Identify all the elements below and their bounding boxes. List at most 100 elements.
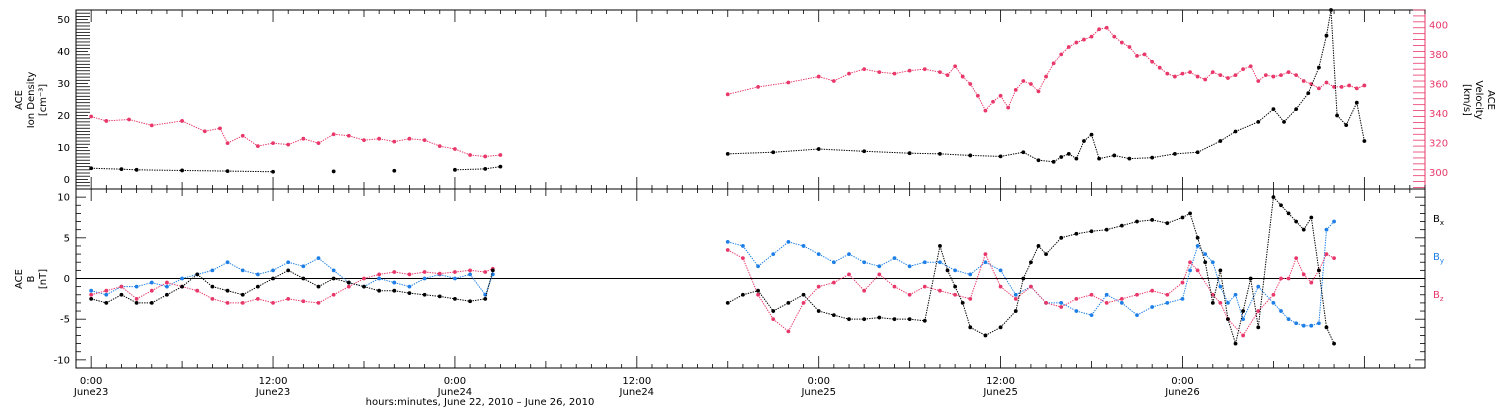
density-tick-label: 0 bbox=[64, 175, 70, 186]
data-segment bbox=[1265, 74, 1274, 78]
data-segment bbox=[1336, 115, 1347, 126]
data-segment bbox=[1272, 278, 1282, 295]
data-segment bbox=[1136, 290, 1153, 296]
data-segment bbox=[181, 120, 206, 132]
time-axis-title: hours:minutes, June 22, 2010 – June 26, … bbox=[366, 397, 595, 408]
top-panel-density-velocity: 0 10 20 30 40 50 300 320 340 360 380 400 ACE Ion D… bbox=[14, 8, 1496, 190]
data-segment bbox=[424, 139, 440, 147]
series-velocity bbox=[89, 25, 1367, 159]
data-segment bbox=[1204, 262, 1214, 304]
data-point bbox=[975, 93, 980, 98]
data-segment bbox=[727, 86, 759, 95]
density-axis-title: ACE Ion Density [cm⁻³] bbox=[14, 72, 49, 129]
data-segment bbox=[909, 286, 926, 296]
data-segment bbox=[1091, 294, 1108, 316]
data-segment bbox=[287, 269, 304, 279]
data-segment bbox=[272, 269, 289, 279]
data-segment bbox=[1152, 153, 1175, 159]
data-segment bbox=[106, 294, 122, 304]
data-segment bbox=[303, 138, 319, 144]
data-segment bbox=[1152, 219, 1168, 224]
data-segment bbox=[788, 241, 804, 247]
data-segment bbox=[91, 290, 107, 296]
data-segment bbox=[257, 269, 274, 275]
data-segment bbox=[962, 302, 971, 328]
data-segment bbox=[424, 271, 440, 275]
density-axis-title-line3: [cm⁻³] bbox=[38, 84, 49, 116]
legend-entry-bx: Bx bbox=[1433, 214, 1444, 227]
data-segment bbox=[864, 68, 880, 73]
data-segment bbox=[1219, 302, 1229, 320]
legend-subscript: x bbox=[1440, 219, 1444, 227]
data-segment bbox=[909, 152, 940, 155]
data-point bbox=[1362, 139, 1367, 143]
data-segment bbox=[484, 274, 494, 295]
data-segment bbox=[91, 298, 107, 304]
data-segment bbox=[1318, 35, 1327, 68]
data-segment bbox=[758, 81, 789, 88]
data-segment bbox=[1000, 151, 1024, 157]
data-segment bbox=[379, 138, 395, 143]
data-segment bbox=[833, 253, 850, 263]
data-segment bbox=[1242, 65, 1251, 70]
data-segment bbox=[818, 310, 834, 316]
data-segment bbox=[772, 241, 789, 255]
data-point bbox=[741, 256, 745, 261]
data-segment bbox=[818, 282, 834, 288]
data-segment bbox=[318, 257, 334, 271]
data-segment bbox=[485, 268, 494, 273]
data-point bbox=[1082, 139, 1086, 143]
data-segment bbox=[363, 286, 380, 292]
data-segment bbox=[803, 286, 820, 304]
data-point bbox=[786, 301, 791, 305]
velocity-tick-label: 340 bbox=[1429, 109, 1448, 120]
data-segment bbox=[182, 169, 228, 172]
data-point bbox=[725, 151, 730, 156]
data-segment bbox=[909, 318, 925, 322]
data-segment bbox=[1167, 282, 1183, 296]
date-tick-label: June24 bbox=[619, 387, 655, 398]
data-segment bbox=[121, 168, 137, 171]
legend-entry-by: By bbox=[1433, 252, 1444, 265]
data-segment bbox=[954, 294, 971, 300]
data-segment bbox=[1114, 154, 1130, 160]
data-point bbox=[1074, 156, 1079, 161]
data-segment bbox=[1129, 46, 1138, 57]
data-segment bbox=[1099, 154, 1115, 160]
data-segment bbox=[288, 138, 304, 146]
data-segment bbox=[1197, 140, 1221, 153]
data-segment bbox=[1045, 302, 1062, 308]
data-point bbox=[907, 292, 912, 297]
data-segment bbox=[219, 128, 229, 144]
data-point bbox=[490, 268, 495, 273]
data-segment bbox=[1219, 286, 1229, 304]
data-point bbox=[331, 169, 336, 174]
data-segment bbox=[894, 70, 910, 75]
data-segment bbox=[318, 294, 334, 304]
data-segment bbox=[439, 273, 456, 279]
density-tick-label: 20 bbox=[57, 111, 70, 122]
data-segment bbox=[242, 298, 259, 304]
data-segment bbox=[1106, 27, 1115, 37]
data-segment bbox=[924, 68, 941, 73]
data-segment bbox=[1212, 262, 1221, 287]
density-tick-label: 10 bbox=[57, 143, 70, 154]
data-segment bbox=[1053, 54, 1062, 64]
data-segment bbox=[1075, 140, 1085, 159]
data-segment bbox=[1091, 229, 1107, 232]
data-segment bbox=[1326, 221, 1335, 231]
data-segment bbox=[727, 241, 744, 247]
data-segment bbox=[272, 261, 289, 271]
time-tick-label: 12:00 bbox=[986, 376, 1015, 387]
data-segment bbox=[833, 73, 850, 82]
data-segment bbox=[1000, 286, 1017, 300]
data-segment bbox=[333, 286, 350, 296]
data-segment bbox=[947, 65, 956, 76]
data-segment bbox=[1121, 294, 1138, 300]
data-segment bbox=[1152, 290, 1168, 296]
data-segment bbox=[1151, 61, 1161, 69]
data-segment bbox=[318, 278, 334, 288]
data-segment bbox=[1106, 225, 1122, 231]
data-segment bbox=[1152, 302, 1168, 308]
